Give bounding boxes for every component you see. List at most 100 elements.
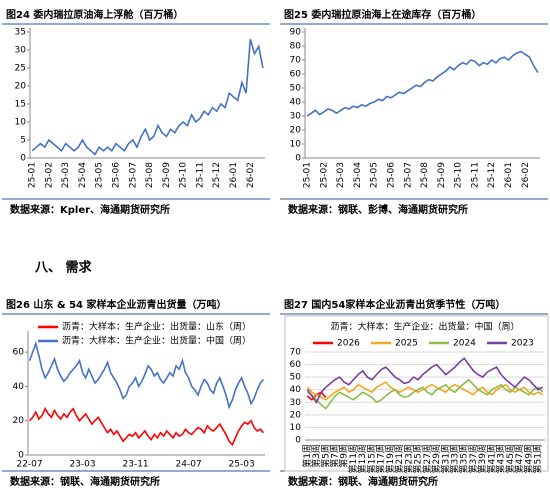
y-tick-label: 20 [15, 82, 27, 92]
x-tick-label: 第51周 [532, 444, 544, 473]
x-tick-label: 第1周 [301, 444, 313, 468]
x-tick-label: 第45周 [504, 444, 516, 473]
y-tick-label: 0 [18, 451, 24, 461]
y-tick-label: 40 [290, 385, 302, 395]
x-tick-label: 25-09 [437, 162, 447, 188]
y-tick-label: 20 [13, 416, 25, 426]
y-tick-label: 0 [20, 154, 26, 164]
x-tick-label: 25-06 [112, 162, 122, 188]
x-tick-label: 25-05 [95, 162, 105, 188]
x-tick-label: 26-02 [521, 162, 531, 188]
chart-title: 图25 委内瑞拉原油海上在途库存（百万桶） [284, 8, 481, 21]
x-tick-label: 25-02 [44, 162, 54, 188]
y-tick-label: 30 [290, 112, 302, 122]
y-tick-label: 60 [290, 360, 302, 370]
data-line [306, 378, 544, 410]
y-tick-label: 0 [295, 154, 301, 164]
y-tick-label: 30 [15, 46, 27, 56]
y-tick-label: 70 [290, 348, 302, 358]
x-tick-label: 第15周 [365, 444, 377, 473]
x-tick-label: 第41周 [485, 444, 497, 473]
x-tick-label: 25-07 [128, 162, 138, 188]
x-tick-label: 第19周 [384, 444, 396, 473]
x-tick-label: 26-01 [504, 162, 514, 188]
y-tick-label: 20 [290, 126, 302, 136]
x-tick-label: 26-01 [229, 162, 239, 188]
x-tick-label: 25-03 [336, 162, 346, 188]
y-tick-label: 25 [15, 64, 26, 74]
chart-title: 图27 国内54家样本企业沥青出货季节性（万吨） [284, 298, 505, 311]
data-line [31, 38, 264, 156]
plot-frame [284, 315, 549, 472]
y-tick-label: 70 [290, 56, 302, 66]
x-tick-label: 23-11 [123, 460, 149, 470]
x-tick-label: 25-12 [487, 162, 497, 188]
x-tick-label: 第9周 [338, 444, 350, 468]
x-tick-label: 第31周 [439, 444, 451, 473]
x-tick-label: 第37周 [467, 444, 479, 473]
data-line [306, 357, 544, 404]
x-tick-label: 第39周 [476, 444, 488, 473]
x-tick-label: 第35周 [458, 444, 470, 473]
y-tick-label: 20 [290, 410, 302, 420]
x-tick-label: 23-03 [69, 460, 95, 470]
chart-title: 图24 委内瑞拉原油海上浮舱（百万桶） [6, 8, 183, 21]
x-tick-label: 第5周 [319, 444, 331, 468]
x-tick-label: 24-07 [176, 460, 202, 470]
x-tick-label: 25-11 [470, 162, 480, 188]
y-tick-label: 40 [13, 382, 25, 392]
x-tick-label: 25-05 [370, 162, 380, 188]
x-tick-label: 25-09 [162, 162, 172, 188]
x-tick-label: 25-01 [303, 162, 313, 188]
x-tick-label: 25-03 [61, 162, 71, 188]
y-tick-label: 60 [13, 348, 25, 358]
x-tick-label: 第7周 [329, 444, 341, 468]
x-tick-label: 第23周 [402, 444, 414, 473]
y-tick-label: 10 [15, 118, 27, 128]
x-tick-label: 第29周 [430, 444, 442, 473]
y-tick-label: 60 [290, 70, 302, 80]
x-tick-label: 25-11 [195, 162, 205, 188]
x-tick-label: 25-06 [387, 162, 397, 188]
x-tick-label: 25-02 [319, 162, 329, 188]
x-tick-label: 第27周 [421, 444, 433, 473]
x-tick-label: 第13周 [356, 444, 368, 473]
y-tick-label: 80 [290, 42, 302, 52]
x-tick-label: 25-04 [78, 162, 88, 188]
x-tick-label: 25-04 [353, 162, 363, 188]
legend-label: 沥青：大样本：生产企业：出货量：中国（周） [62, 335, 251, 347]
x-tick-label: 25-08 [145, 162, 155, 188]
x-tick-label: 第17周 [375, 444, 387, 473]
chart-subtitle: 沥青：大样本：生产企业：出货量：中国（周） [330, 321, 519, 333]
y-tick-label: 15 [15, 100, 26, 110]
x-tick-label: 25-01 [28, 162, 38, 188]
x-tick-label: 25-03 [229, 460, 255, 470]
x-tick-label: 25-10 [454, 162, 464, 188]
y-tick-label: 10 [290, 423, 302, 433]
x-tick-label: 26-02 [246, 162, 256, 188]
y-tick-label: 5 [20, 136, 26, 146]
source-note: 数据来源：钢联、海通期货研究所 [288, 475, 438, 488]
chart-title: 图26 山东 & 54 家样本企业沥青出货量（万吨） [6, 298, 226, 311]
y-tick-label: 40 [290, 98, 302, 108]
x-tick-label: 第49周 [522, 444, 534, 473]
legend-label: 2025 [395, 339, 418, 349]
x-tick-label: 25-08 [420, 162, 430, 188]
y-tick-label: 90 [290, 28, 302, 38]
data-line [306, 50, 539, 117]
legend-label: 2023 [511, 339, 534, 349]
source-note: 数据来源：钢联、海通期货研究所 [10, 475, 160, 488]
x-tick-label: 25-07 [403, 162, 413, 188]
x-tick-label: 第21周 [393, 444, 405, 473]
data-line [29, 406, 264, 447]
data-line [306, 381, 544, 401]
y-tick-label: 30 [290, 398, 302, 408]
y-tick-label: 50 [290, 373, 302, 383]
x-tick-label: 第25周 [412, 444, 424, 473]
legend-label: 2024 [453, 339, 476, 349]
legend-label: 沥青：大样本：生产企业：出货量：山东（周） [62, 321, 251, 333]
y-tick-label: 35 [15, 28, 26, 38]
x-tick-label: 22-07 [16, 460, 42, 470]
x-tick-label: 第47周 [513, 444, 525, 473]
